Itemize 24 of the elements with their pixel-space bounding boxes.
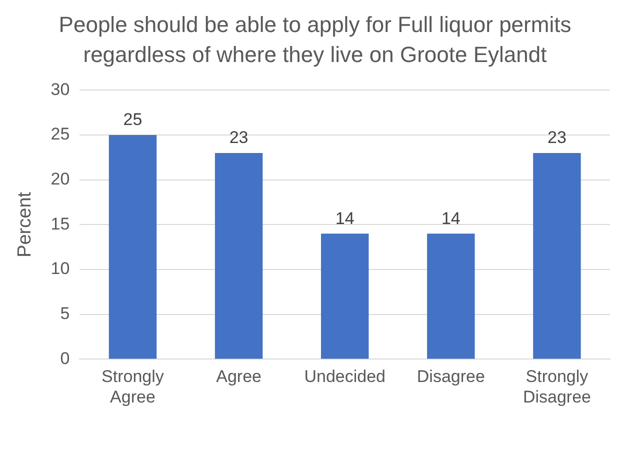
- bar: [427, 234, 475, 359]
- y-tick-label: 25: [50, 124, 70, 144]
- data-label: 23: [548, 128, 566, 148]
- y-tick-label: 0: [60, 348, 70, 368]
- bar: [533, 152, 581, 359]
- x-tick-label: Agree: [216, 367, 262, 386]
- y-tick-label: 5: [60, 304, 70, 324]
- y-tick-label: 15: [50, 214, 70, 234]
- y-axis-title: Percent: [14, 191, 36, 258]
- bar: [214, 152, 263, 359]
- data-label: 25: [123, 110, 142, 130]
- y-tick-label: 30: [50, 80, 70, 99]
- y-tick-label: 20: [50, 170, 70, 189]
- y-tick-label: 10: [50, 259, 70, 278]
- data-label: 23: [229, 128, 248, 148]
- bar: [320, 234, 369, 359]
- data-label: 14: [441, 208, 460, 228]
- x-tick-label: Undecided: [304, 367, 386, 386]
- data-label: 14: [335, 208, 354, 228]
- x-tick-label: Strongly Disagree: [522, 367, 591, 406]
- chart-title: People should be able to apply for Full liquor permits regardless of where they live on Groote Eylandt: [58, 11, 572, 69]
- x-tick-label: Disagree: [416, 367, 485, 386]
- bar: [108, 135, 157, 359]
- x-tick-label: Strongly Agree: [102, 367, 164, 406]
